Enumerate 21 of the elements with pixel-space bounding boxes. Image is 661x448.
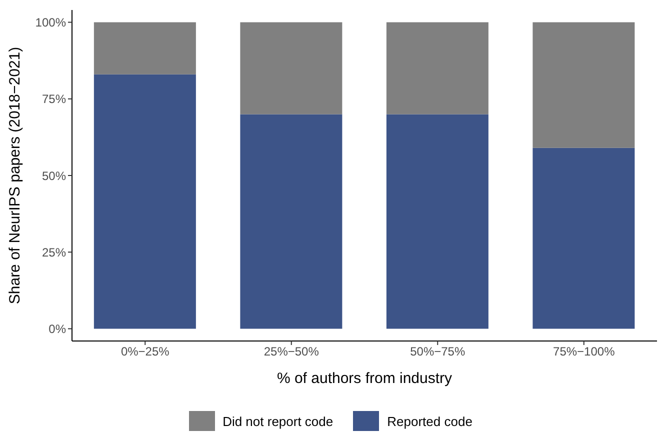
- bar: [240, 114, 342, 329]
- y-tick-label: 25%: [42, 245, 66, 260]
- legend-label: Did not report code: [222, 414, 334, 428]
- x-tick-label: 50%−75%: [410, 344, 466, 359]
- y-tick-label: 75%: [42, 92, 66, 106]
- y-tick-label: 100%: [35, 16, 66, 30]
- y-tick-label: 50%: [42, 168, 66, 183]
- bar: [240, 22, 342, 114]
- bar: [386, 22, 488, 114]
- bar: [94, 74, 196, 329]
- bar: [386, 114, 488, 329]
- legend-label: Reported code: [387, 414, 472, 428]
- x-axis-title: % of authors from industry: [276, 370, 453, 387]
- x-tick-label: 75%−100%: [553, 344, 616, 359]
- bar: [94, 22, 196, 74]
- bar: [532, 22, 635, 148]
- x-tick-label: 0%−25%: [120, 344, 170, 359]
- bar: [532, 148, 635, 329]
- x-tick-label: 25%−50%: [264, 344, 320, 359]
- y-tick-label: 0%: [48, 322, 66, 336]
- y-axis-title: Share of NeurIPS papers (2018−2021): [6, 46, 24, 304]
